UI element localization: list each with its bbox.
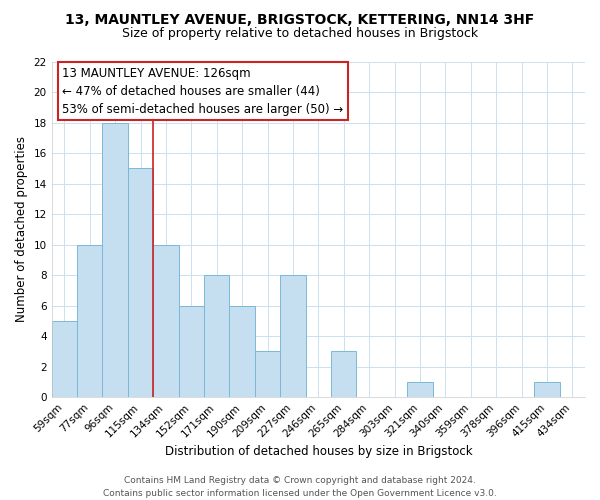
X-axis label: Distribution of detached houses by size in Brigstock: Distribution of detached houses by size … <box>164 444 472 458</box>
Bar <box>103 122 128 397</box>
Y-axis label: Number of detached properties: Number of detached properties <box>15 136 28 322</box>
Bar <box>179 306 204 397</box>
Bar <box>204 275 229 397</box>
Bar <box>534 382 560 397</box>
Bar <box>280 275 305 397</box>
Text: 13 MAUNTLEY AVENUE: 126sqm
← 47% of detached houses are smaller (44)
53% of semi: 13 MAUNTLEY AVENUE: 126sqm ← 47% of deta… <box>62 66 344 116</box>
Text: 13, MAUNTLEY AVENUE, BRIGSTOCK, KETTERING, NN14 3HF: 13, MAUNTLEY AVENUE, BRIGSTOCK, KETTERIN… <box>65 12 535 26</box>
Bar <box>407 382 433 397</box>
Bar <box>255 352 280 397</box>
Bar <box>331 352 356 397</box>
Bar <box>229 306 255 397</box>
Text: Contains HM Land Registry data © Crown copyright and database right 2024.
Contai: Contains HM Land Registry data © Crown c… <box>103 476 497 498</box>
Bar <box>52 321 77 397</box>
Text: Size of property relative to detached houses in Brigstock: Size of property relative to detached ho… <box>122 28 478 40</box>
Bar <box>77 244 103 397</box>
Bar <box>128 168 153 397</box>
Bar <box>153 244 179 397</box>
